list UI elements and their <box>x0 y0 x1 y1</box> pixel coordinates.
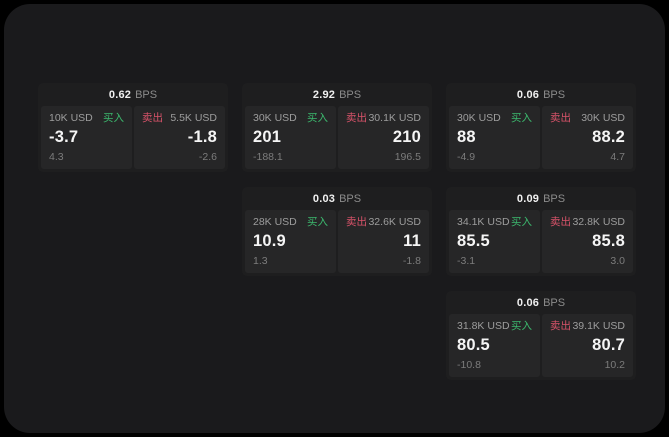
buy-panel[interactable]: 34.1K USD 买入 85.5 -3.1 <box>449 210 540 273</box>
card-header: 0.62 BPS <box>38 83 228 106</box>
buy-change: -3.1 <box>457 255 476 267</box>
buy-amount: 30K USD <box>253 112 297 124</box>
quote-card: 0.62 BPS 10K USD 买入 -3.7 4.3 卖出 <box>38 83 228 172</box>
sell-amount: 39.1K USD <box>572 320 625 332</box>
sell-change: -2.6 <box>198 151 217 163</box>
card-header: 2.92 BPS <box>242 83 432 106</box>
sell-panel[interactable]: 卖出 32.8K USD 85.8 3.0 <box>542 210 633 273</box>
buy-amount: 30K USD <box>457 112 501 124</box>
buy-price: 201 <box>253 128 282 146</box>
sell-amount: 30.1K USD <box>368 112 421 124</box>
buy-change: 1.3 <box>253 255 268 267</box>
bps-value: 2.92 <box>312 88 336 101</box>
quote-card: 0.06 BPS 30K USD 买入 88 -4.9 卖出 <box>446 83 636 172</box>
quote-card: 0.06 BPS 31.8K USD 买入 80.5 -10.8 卖 <box>446 291 636 380</box>
sell-side-label: 卖出 <box>346 112 367 124</box>
buy-side-label: 买入 <box>103 112 124 124</box>
sell-panel[interactable]: 卖出 30.1K USD 210 196.5 <box>338 106 429 169</box>
card-header: 0.09 BPS <box>446 187 636 210</box>
bps-unit: BPS <box>543 192 566 205</box>
buy-amount: 10K USD <box>49 112 93 124</box>
bps-value: 0.62 <box>108 88 132 101</box>
buy-panel[interactable]: 30K USD 买入 88 -4.9 <box>449 106 540 169</box>
sell-price: 88.2 <box>592 128 625 146</box>
bps-unit: BPS <box>135 88 158 101</box>
sell-amount: 32.6K USD <box>368 216 421 228</box>
sell-amount: 5.5K USD <box>170 112 217 124</box>
bps-value: 0.03 <box>312 192 336 205</box>
bps-unit: BPS <box>543 296 566 309</box>
card-body: 28K USD 买入 10.9 1.3 卖出 32.6K USD 11 -1.8 <box>242 210 432 276</box>
sell-side-label: 卖出 <box>550 320 571 332</box>
sell-side-label: 卖出 <box>550 112 571 124</box>
card-body: 30K USD 买入 88 -4.9 卖出 30K USD 88.2 4.7 <box>446 106 636 172</box>
card-header: 0.03 BPS <box>242 187 432 210</box>
buy-side-label: 买入 <box>511 320 532 332</box>
buy-change: -10.8 <box>457 359 481 371</box>
buy-panel[interactable]: 30K USD 买入 201 -188.1 <box>245 106 336 169</box>
sell-price: 80.7 <box>592 336 625 354</box>
card-body: 10K USD 买入 -3.7 4.3 卖出 5.5K USD -1.8 -2.… <box>38 106 228 172</box>
card-header: 0.06 BPS <box>446 83 636 106</box>
sell-change: 196.5 <box>394 151 421 163</box>
buy-price: 10.9 <box>253 232 286 250</box>
quote-card: 0.03 BPS 28K USD 买入 10.9 1.3 卖出 <box>242 187 432 276</box>
bps-value: 0.06 <box>516 296 540 309</box>
sell-change: 3.0 <box>610 255 625 267</box>
buy-panel[interactable]: 10K USD 买入 -3.7 4.3 <box>41 106 132 169</box>
bps-value: 0.06 <box>516 88 540 101</box>
buy-amount: 31.8K USD <box>457 320 510 332</box>
sell-price: 85.8 <box>592 232 625 250</box>
buy-panel[interactable]: 31.8K USD 买入 80.5 -10.8 <box>449 314 540 377</box>
sell-change: -1.8 <box>402 255 421 267</box>
card-body: 31.8K USD 买入 80.5 -10.8 卖出 39.1K USD 80.… <box>446 314 636 380</box>
buy-side-label: 买入 <box>511 216 532 228</box>
sell-change: 10.2 <box>604 359 625 371</box>
buy-change: -4.9 <box>457 151 476 163</box>
sell-panel[interactable]: 卖出 32.6K USD 11 -1.8 <box>338 210 429 273</box>
sell-panel[interactable]: 卖出 30K USD 88.2 4.7 <box>542 106 633 169</box>
card-body: 34.1K USD 买入 85.5 -3.1 卖出 32.8K USD 85.8… <box>446 210 636 276</box>
sell-side-label: 卖出 <box>346 216 367 228</box>
buy-change: -188.1 <box>253 151 283 163</box>
sell-side-label: 卖出 <box>142 112 163 124</box>
sell-side-label: 卖出 <box>550 216 571 228</box>
app-window: 0.62 BPS 10K USD 买入 -3.7 4.3 卖出 <box>4 4 665 433</box>
sell-panel[interactable]: 卖出 5.5K USD -1.8 -2.6 <box>134 106 225 169</box>
quote-card: 0.09 BPS 34.1K USD 买入 85.5 -3.1 卖出 <box>446 187 636 276</box>
bps-unit: BPS <box>543 88 566 101</box>
buy-side-label: 买入 <box>307 216 328 228</box>
card-body: 30K USD 买入 201 -188.1 卖出 30.1K USD 210 1… <box>242 106 432 172</box>
bps-unit: BPS <box>339 88 362 101</box>
buy-price: 80.5 <box>457 336 490 354</box>
bps-unit: BPS <box>339 192 362 205</box>
card-header: 0.06 BPS <box>446 291 636 314</box>
quote-card: 2.92 BPS 30K USD 买入 201 -188.1 卖出 <box>242 83 432 172</box>
buy-amount: 28K USD <box>253 216 297 228</box>
buy-change: 4.3 <box>49 151 64 163</box>
sell-amount: 30K USD <box>581 112 625 124</box>
sell-price: 210 <box>392 128 421 146</box>
sell-change: 4.7 <box>610 151 625 163</box>
sell-price: 11 <box>403 232 421 250</box>
sell-panel[interactable]: 卖出 39.1K USD 80.7 10.2 <box>542 314 633 377</box>
buy-price: 88 <box>457 128 476 146</box>
buy-panel[interactable]: 28K USD 买入 10.9 1.3 <box>245 210 336 273</box>
sell-amount: 32.8K USD <box>572 216 625 228</box>
buy-price: -3.7 <box>49 128 79 146</box>
buy-price: 85.5 <box>457 232 490 250</box>
buy-amount: 34.1K USD <box>457 216 510 228</box>
sell-price: -1.8 <box>187 128 217 146</box>
buy-side-label: 买入 <box>511 112 532 124</box>
buy-side-label: 买入 <box>307 112 328 124</box>
bps-value: 0.09 <box>516 192 540 205</box>
quotes-grid: 0.62 BPS 10K USD 买入 -3.7 4.3 卖出 <box>38 83 636 380</box>
